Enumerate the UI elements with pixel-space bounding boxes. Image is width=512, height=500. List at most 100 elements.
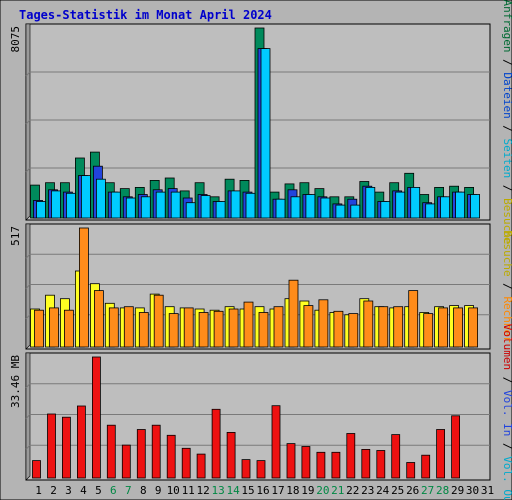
- bar: [66, 192, 76, 219]
- legend-entry: /: [501, 370, 512, 390]
- panel-visits: 517 Besuche / Rechner: [9, 223, 512, 350]
- x-tick-label: 3: [65, 484, 72, 497]
- bar: [271, 405, 281, 479]
- x-tick-label: 4: [80, 484, 87, 497]
- legend-entry: Besuche: [501, 230, 512, 276]
- legend-entry: Dateien: [501, 72, 512, 118]
- bar: [215, 201, 226, 219]
- x-tick-label: 15: [241, 484, 254, 497]
- legend-entry: Seiten: [501, 139, 512, 179]
- bar: [455, 191, 466, 219]
- chart-panels: 8075 Anfragen / Dateien / Seiten / Besuch…: [9, 0, 512, 500]
- x-tick-label: 26: [406, 484, 419, 497]
- bar: [290, 196, 301, 219]
- bar: [185, 202, 196, 219]
- series-legend: Volumen / Vol. In / Vol. Out: [501, 324, 512, 500]
- bar: [256, 460, 266, 479]
- bar: [393, 306, 404, 348]
- legend-entry: Vol. Out: [501, 456, 512, 500]
- legend-entry: Besuche: [501, 198, 512, 244]
- bar: [331, 451, 341, 479]
- x-tick-label: 2: [50, 484, 57, 497]
- bar: [346, 433, 356, 479]
- bar: [301, 446, 311, 479]
- bar: [421, 454, 431, 479]
- bar: [438, 307, 449, 348]
- bar: [365, 186, 376, 219]
- x-axis-day-labels: 1 2 3 4 5 6 7 8 9 10 11 12 13 14 15 16 17 18 19 20 21 22 23 24 2…: [35, 484, 494, 497]
- bar: [468, 307, 479, 348]
- bar: [168, 313, 179, 348]
- series-volumen: [32, 356, 461, 479]
- bar: [350, 204, 361, 219]
- bar: [241, 459, 251, 479]
- series-seiten: [36, 48, 481, 219]
- bar: [170, 191, 181, 219]
- series-legend: Anfragen / Dateien / Seiten / Besuche: [501, 0, 512, 245]
- legend-entry: Volumen: [501, 324, 512, 370]
- bar: [320, 197, 331, 219]
- bar: [245, 192, 256, 219]
- panel-frame: [25, 352, 491, 481]
- x-tick-label: 23: [361, 484, 374, 497]
- bar: [211, 408, 221, 479]
- x-tick-label: 20: [316, 484, 329, 497]
- bar: [138, 312, 149, 348]
- x-tick-label: 25: [391, 484, 404, 497]
- bar: [316, 451, 326, 479]
- series-rechner: [34, 227, 479, 348]
- legend-entry: Vol. In: [501, 390, 512, 436]
- bar: [440, 196, 451, 219]
- x-tick-label: 18: [286, 484, 299, 497]
- x-tick-label: 22: [346, 484, 359, 497]
- bar: [318, 299, 329, 348]
- gridline-stub: [25, 314, 31, 320]
- bar: [34, 309, 44, 348]
- bar: [153, 294, 164, 348]
- bar: [406, 462, 416, 479]
- bar: [275, 198, 286, 219]
- x-tick-label: 6: [110, 484, 117, 497]
- bar: [243, 301, 254, 348]
- bar: [286, 443, 296, 479]
- bar: [228, 308, 239, 348]
- axis-max-label: 517: [9, 226, 22, 246]
- bar: [77, 405, 86, 479]
- bar: [51, 190, 61, 219]
- bar: [376, 450, 386, 479]
- bar: [348, 313, 359, 348]
- bar: [408, 290, 419, 348]
- x-tick-label: 27: [421, 484, 434, 497]
- x-tick-label: 10: [167, 484, 180, 497]
- x-tick-label: 21: [331, 484, 344, 497]
- bar: [36, 201, 46, 219]
- bar: [335, 204, 346, 219]
- gridline-stub: [25, 119, 31, 125]
- x-tick-label: 12: [196, 484, 209, 497]
- axis-max-label: 33.46 MB: [9, 355, 22, 408]
- bar: [380, 201, 391, 219]
- bar: [288, 279, 299, 348]
- bar: [92, 356, 101, 479]
- x-tick-label: 8: [140, 484, 147, 497]
- series-legend: Besuche / Rechner: [501, 230, 512, 343]
- bar: [361, 448, 371, 479]
- bar: [226, 431, 236, 479]
- bar: [451, 415, 461, 479]
- bar: [166, 434, 176, 479]
- x-tick-label: 16: [256, 484, 269, 497]
- bar: [436, 429, 446, 479]
- bar: [64, 309, 74, 348]
- bar: [123, 306, 134, 348]
- bar: [453, 307, 464, 348]
- bar: [47, 413, 56, 479]
- bar: [125, 197, 136, 219]
- bar: [62, 416, 71, 479]
- x-tick-label: 31: [481, 484, 494, 497]
- legend-entry: /: [501, 178, 512, 198]
- x-tick-label: 29: [451, 484, 464, 497]
- chart-title: Tages-Statistik im Monat April 2024: [19, 8, 272, 22]
- legend-entry: /: [501, 436, 512, 456]
- x-tick-label: 11: [182, 484, 195, 497]
- gridline-stub: [25, 71, 31, 77]
